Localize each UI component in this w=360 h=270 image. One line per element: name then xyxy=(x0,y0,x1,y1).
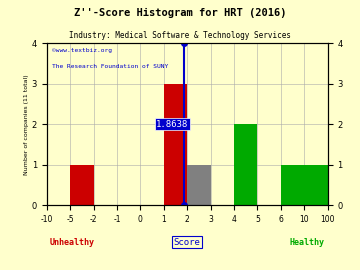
Text: ©www.textbiz.org: ©www.textbiz.org xyxy=(53,48,112,53)
Text: The Research Foundation of SUNY: The Research Foundation of SUNY xyxy=(53,64,169,69)
Bar xyxy=(304,165,328,205)
Bar xyxy=(70,165,94,205)
Bar xyxy=(234,124,257,205)
Y-axis label: Number of companies (11 total): Number of companies (11 total) xyxy=(24,74,29,174)
Text: Healthy: Healthy xyxy=(290,238,325,247)
Text: Z''-Score Histogram for HRT (2016): Z''-Score Histogram for HRT (2016) xyxy=(74,8,286,18)
Bar xyxy=(281,165,304,205)
Bar xyxy=(187,165,211,205)
Text: 1.8638: 1.8638 xyxy=(156,120,188,129)
Text: Unhealthy: Unhealthy xyxy=(50,238,95,247)
Text: Industry: Medical Software & Technology Services: Industry: Medical Software & Technology … xyxy=(69,31,291,40)
Bar xyxy=(164,84,187,205)
Text: Score: Score xyxy=(174,238,201,247)
